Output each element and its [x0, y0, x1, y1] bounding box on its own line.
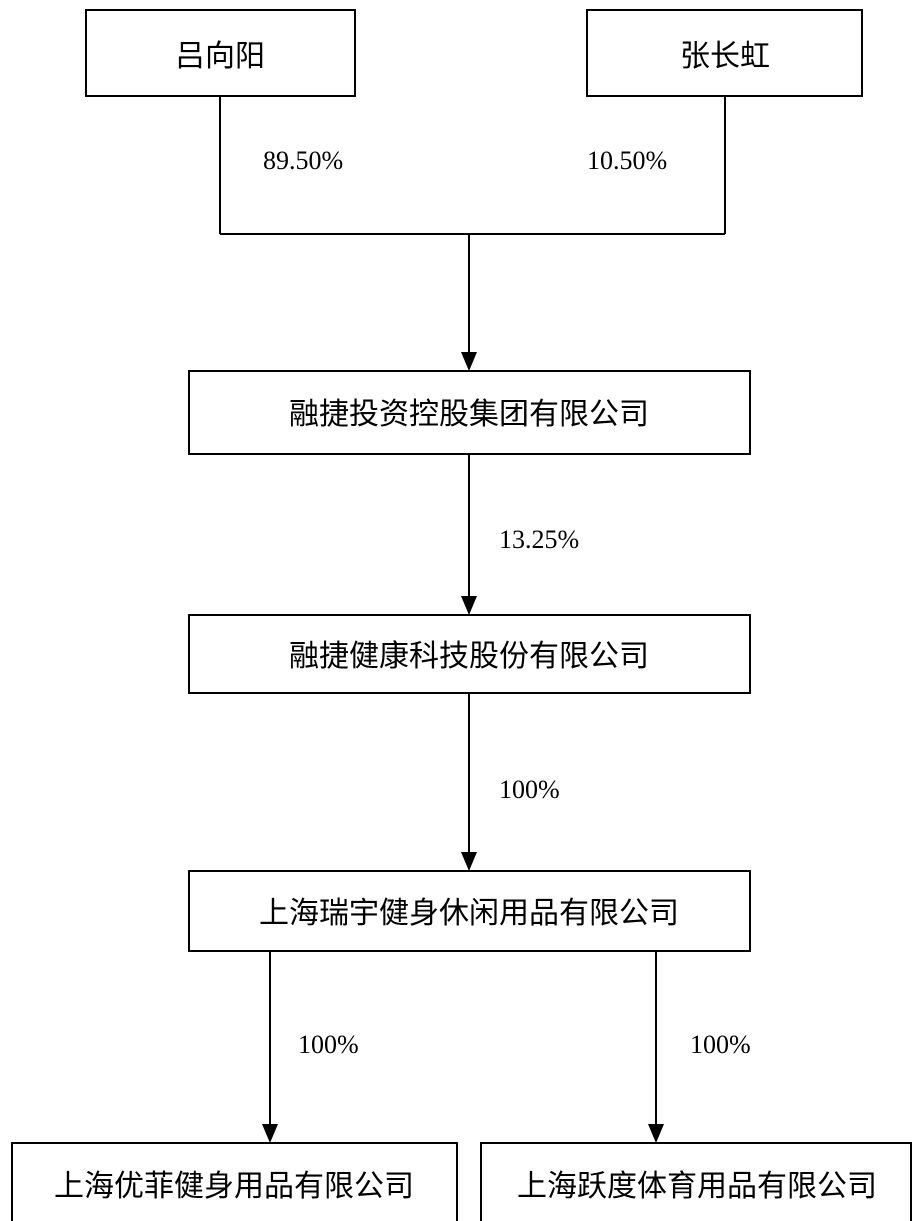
- node-rongjie-investment-label: 融捷投资控股集团有限公司: [289, 397, 649, 432]
- node-zhang-changhong-label: 张长虹: [680, 39, 770, 74]
- edge-lv-percentage: 89.50%: [263, 146, 343, 175]
- edge-health-to-ruiyu: [461, 693, 477, 871]
- node-rongjie-health: 融捷健康科技股份有限公司: [188, 614, 751, 694]
- node-rongjie-investment: 融捷投资控股集团有限公司: [188, 370, 751, 455]
- node-shanghai-youfei: 上海优菲健身用品有限公司: [11, 1142, 458, 1221]
- edge-zhang-percentage: 10.50%: [587, 146, 667, 175]
- node-lv-xiangyang: 吕向阳: [85, 9, 356, 97]
- arrow-to-health: [461, 596, 477, 615]
- edge-ruiyu-to-youfei: [262, 951, 278, 1143]
- arrow-to-investment: [461, 352, 477, 371]
- node-shanghai-ruiyu-label: 上海瑞宇健身休闲用品有限公司: [259, 896, 679, 931]
- arrow-to-youfei: [262, 1124, 278, 1143]
- edge-ruiyu-yuedu-percentage: 100%: [690, 1030, 751, 1059]
- shareholder-connector: [219, 96, 726, 371]
- node-shanghai-yuedu-label: 上海跃度体育用品有限公司: [517, 1169, 877, 1204]
- arrow-to-yuedu: [648, 1124, 664, 1143]
- edge-investment-to-health: [461, 454, 477, 615]
- edge-ruiyu-to-yuedu: [648, 951, 664, 1143]
- edge-health-percentage: 100%: [499, 775, 560, 804]
- edge-investment-percentage: 13.25%: [499, 525, 579, 554]
- node-shanghai-yuedu: 上海跃度体育用品有限公司: [480, 1142, 912, 1221]
- arrow-to-ruiyu: [461, 852, 477, 871]
- node-shanghai-ruiyu: 上海瑞宇健身休闲用品有限公司: [188, 870, 751, 952]
- node-lv-xiangyang-label: 吕向阳: [175, 39, 265, 74]
- node-zhang-changhong: 张长虹: [586, 9, 863, 97]
- node-rongjie-health-label: 融捷健康科技股份有限公司: [289, 639, 649, 674]
- edge-ruiyu-youfei-percentage: 100%: [298, 1030, 359, 1059]
- node-shanghai-youfei-label: 上海优菲健身用品有限公司: [54, 1169, 414, 1204]
